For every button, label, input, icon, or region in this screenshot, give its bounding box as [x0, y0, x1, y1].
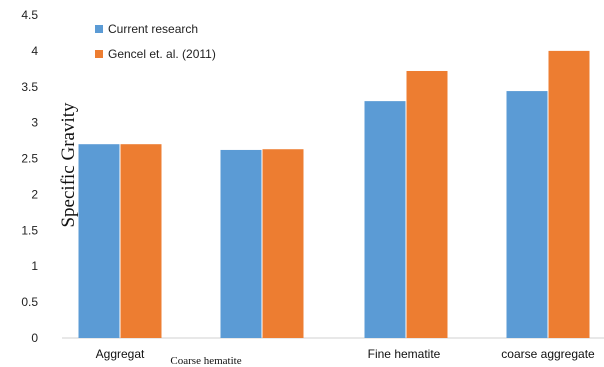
category-label: Aggregat	[96, 347, 145, 361]
bars-group	[78, 50, 590, 339]
label-mask	[148, 345, 298, 367]
category-label: Coarse hematite	[170, 355, 241, 367]
bar-gencel-2	[406, 70, 448, 338]
bar-gencel-3	[548, 50, 590, 339]
category-label: coarse aggregate	[501, 347, 595, 361]
y-tick-label: 2.5	[21, 152, 38, 166]
y-tick-label: 3.5	[21, 80, 38, 94]
legend: Current research Gencel et. al. (2011)	[95, 22, 216, 61]
y-axis-ticks: 0 0.5 1 1.5 2 2.5 3 3.5 4 4.5	[21, 8, 38, 345]
bar-current-research-3	[506, 91, 548, 338]
legend-label: Gencel et. al. (2011)	[108, 47, 216, 61]
y-tick-label: 4.5	[21, 8, 38, 22]
category-label: Fine hematite	[368, 347, 441, 361]
y-axis-label: Specific Gravity	[58, 102, 79, 228]
y-tick-label: 0	[31, 331, 38, 345]
bar-gencel-1	[262, 149, 304, 338]
bar-current-research-0	[78, 144, 120, 338]
y-tick-label: 1	[31, 259, 38, 273]
y-tick-label: 2	[31, 187, 38, 201]
y-tick-label: 1.5	[21, 223, 38, 237]
bar-current-research-1	[220, 149, 262, 338]
y-tick-label: 4	[31, 44, 38, 58]
legend-swatch	[95, 50, 103, 58]
category-labels: Aggregat Coarse hematite Fine hematite coar…	[96, 345, 595, 367]
bar-gencel-0	[120, 144, 162, 338]
y-tick-label: 0.5	[21, 295, 38, 309]
bar-current-research-2	[364, 101, 406, 338]
legend-swatch	[95, 25, 103, 33]
legend-label: Current research	[108, 22, 198, 36]
y-tick-label: 3	[31, 116, 38, 130]
